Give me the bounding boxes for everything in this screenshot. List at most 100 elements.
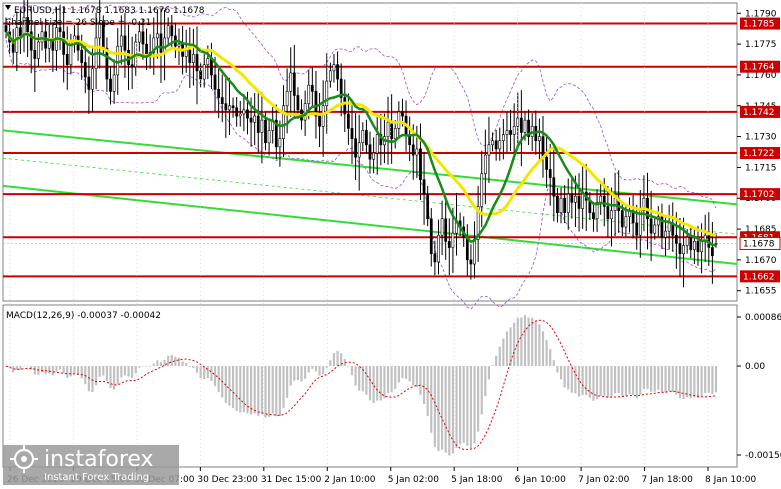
candle-body — [667, 222, 671, 232]
candle-body — [483, 154, 487, 174]
macd-bar — [495, 355, 498, 367]
macd-bar — [404, 366, 408, 379]
macd-label: MACD(12,26,9) -0.00037 -0.00042 — [6, 311, 161, 321]
main-plot-frame — [2, 2, 738, 302]
macd-bar — [87, 366, 90, 392]
candle-body — [343, 97, 347, 115]
ma-slow-line — [4, 30, 717, 237]
macd-bar — [116, 366, 119, 385]
macd-plot-frame — [2, 304, 738, 468]
candle-body — [213, 74, 217, 90]
macd-bar — [239, 366, 242, 413]
macd-bar — [123, 366, 127, 376]
candle-body — [469, 259, 473, 265]
candle-body — [354, 138, 357, 158]
candle-body — [642, 197, 646, 211]
macd-bar — [617, 366, 620, 394]
macd-bar — [141, 365, 145, 367]
macd-bar — [311, 366, 314, 369]
candle-body — [228, 105, 231, 111]
candle-body — [689, 236, 693, 250]
macd-bar — [278, 366, 281, 416]
candle-body — [26, 17, 30, 33]
macd-bar — [268, 366, 271, 417]
current-price-label: 1.1678 — [743, 239, 775, 249]
macd-bar — [426, 366, 429, 417]
candle-body — [386, 121, 390, 137]
macd-bar — [26, 365, 29, 367]
macd-bar — [293, 366, 296, 381]
macd-tick-label: 0.00 — [745, 362, 765, 372]
candle-body — [494, 140, 498, 150]
candle-body — [426, 193, 430, 220]
candle-body — [375, 134, 379, 154]
macd-bar — [195, 366, 199, 373]
candle-body — [141, 31, 145, 45]
macd-bar — [642, 366, 645, 390]
candle-body — [155, 33, 159, 39]
macd-bar — [217, 366, 220, 392]
candle-body — [336, 64, 339, 80]
candle-body — [512, 126, 516, 135]
level-label-box — [740, 188, 780, 201]
current-price-box — [739, 236, 781, 250]
macd-bar — [624, 366, 627, 397]
time-grid — [9, 3, 709, 467]
macd-bar — [682, 366, 685, 399]
candle-body — [685, 236, 689, 246]
macd-bar — [8, 366, 11, 369]
candle-body — [476, 206, 480, 240]
macd-bar — [686, 366, 689, 398]
macd-bar — [275, 366, 278, 417]
macd-bar — [689, 366, 692, 399]
macd-bar — [650, 366, 653, 392]
macd-bar — [127, 366, 130, 377]
candle-body — [4, 25, 8, 33]
macd-signal-path — [5, 319, 717, 450]
macd-bar — [231, 366, 235, 408]
candle-body — [98, 23, 102, 39]
macd-bar — [469, 366, 473, 449]
macd-bar — [549, 348, 552, 367]
candle-body — [62, 31, 66, 55]
candle-body — [397, 111, 401, 129]
macd-bar — [455, 366, 458, 449]
candle-body — [505, 130, 509, 135]
macd-bar — [487, 366, 491, 380]
candle-body — [206, 58, 210, 65]
candle-body — [429, 218, 433, 255]
candle-body — [682, 245, 685, 255]
level-label-box — [740, 60, 780, 73]
candle-body — [541, 136, 545, 158]
macd-bar — [167, 355, 170, 367]
candle-body — [105, 47, 109, 80]
macd-bar — [451, 366, 454, 454]
candle-body — [145, 43, 148, 55]
candle-body — [509, 130, 512, 135]
macd-bar — [257, 366, 260, 416]
macd-bar — [174, 356, 177, 367]
macd-bar — [286, 366, 289, 398]
macd-bar — [567, 366, 570, 390]
macd-bar — [62, 366, 65, 373]
macd-bar — [12, 366, 15, 373]
collapse-arrow-icon[interactable] — [5, 5, 11, 10]
candle-body — [260, 119, 264, 133]
candle-body — [487, 144, 491, 156]
x-tick-label: 7 Jan 02:00 — [578, 475, 630, 485]
candle-body — [292, 72, 296, 96]
candle-body — [112, 74, 116, 92]
macd-bar — [632, 366, 635, 396]
ma-fast-line — [4, 31, 717, 247]
x-tick-label: 5 Jan 18:00 — [451, 475, 503, 485]
macd-bar — [66, 366, 69, 378]
candle-body — [570, 193, 574, 203]
candle-body — [480, 173, 484, 207]
macd-bar — [531, 317, 534, 367]
candle-body — [123, 35, 127, 51]
macd-bar — [621, 366, 624, 397]
macd-bar — [462, 366, 465, 443]
candle-body — [519, 117, 523, 133]
candle-body — [538, 136, 541, 141]
